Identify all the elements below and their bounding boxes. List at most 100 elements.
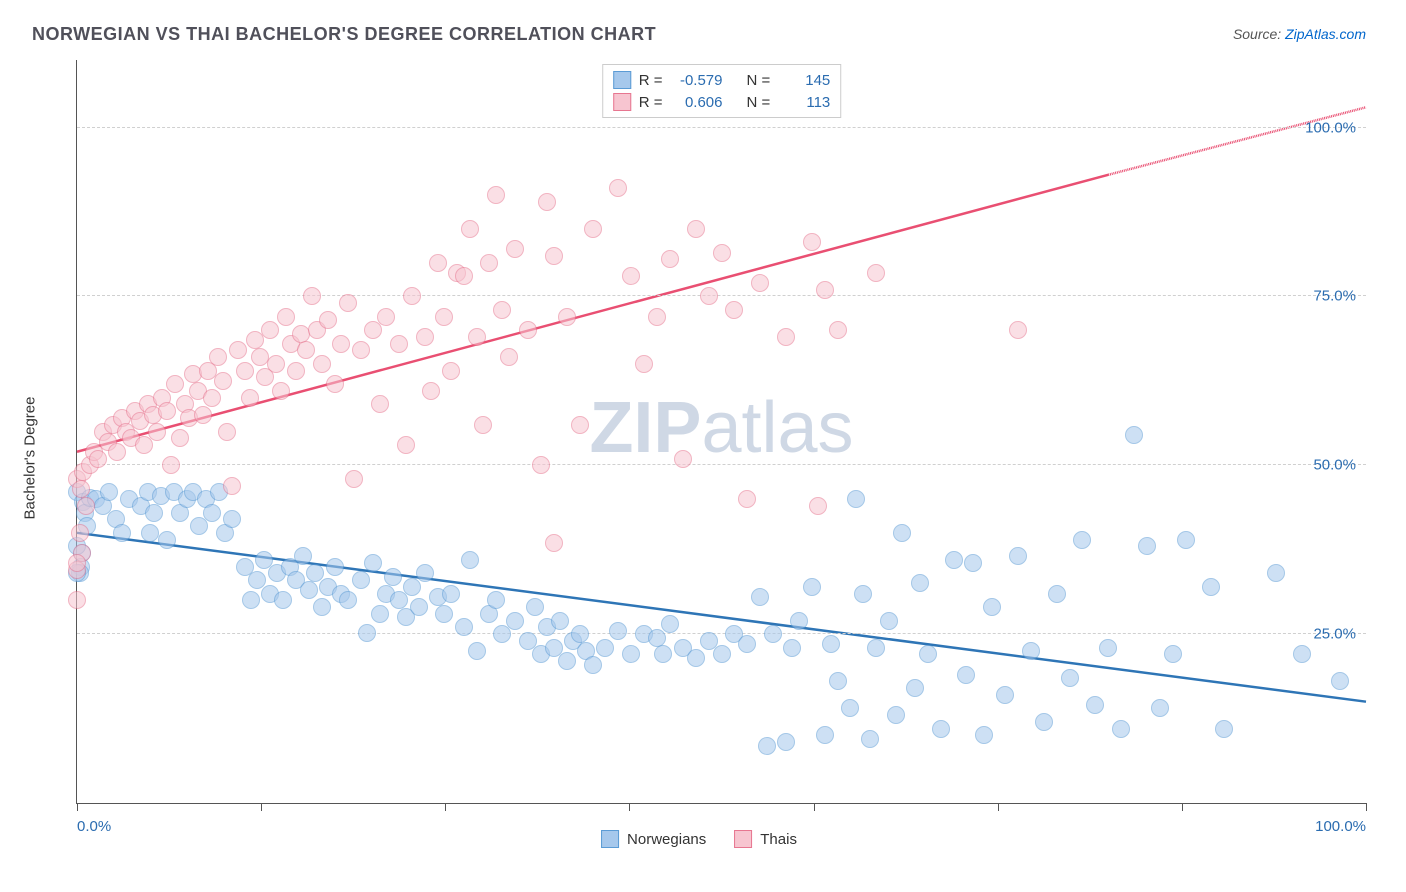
scatter-point-thais (538, 193, 556, 211)
source-credit: Source: ZipAtlas.com (1233, 26, 1366, 42)
scatter-point-norwegians (1164, 645, 1182, 663)
legend-label: Thais (760, 831, 797, 848)
scatter-point-norwegians (983, 598, 1001, 616)
scatter-point-thais (442, 362, 460, 380)
stats-legend: R =-0.579N =145R =0.606N =113 (602, 64, 842, 118)
trend-line (77, 175, 1108, 452)
scatter-point-thais (364, 321, 382, 339)
stat-n-label: N = (747, 72, 771, 89)
scatter-point-norwegians (326, 558, 344, 576)
source-prefix: Source: (1233, 26, 1285, 42)
x-tick (998, 803, 999, 811)
swatch-icon (601, 830, 619, 848)
scatter-point-thais (545, 534, 563, 552)
scatter-point-thais (558, 308, 576, 326)
scatter-point-norwegians (911, 574, 929, 592)
scatter-point-thais (1009, 321, 1027, 339)
scatter-point-thais (687, 220, 705, 238)
swatch-icon (734, 830, 752, 848)
scatter-point-thais (422, 382, 440, 400)
scatter-point-thais (571, 416, 589, 434)
scatter-point-norwegians (1022, 642, 1040, 660)
scatter-point-thais (377, 308, 395, 326)
scatter-point-thais (236, 362, 254, 380)
scatter-point-thais (635, 355, 653, 373)
x-tick-label-end: 100.0% (1315, 818, 1366, 835)
scatter-point-norwegians (854, 585, 872, 603)
scatter-point-thais (661, 250, 679, 268)
scatter-point-thais (674, 450, 692, 468)
scatter-point-norwegians (551, 612, 569, 630)
series-legend: Norwegians Thais (601, 830, 797, 848)
stat-n-value: 113 (778, 94, 830, 111)
scatter-point-thais (148, 423, 166, 441)
gridline (77, 633, 1366, 634)
scatter-point-thais (500, 348, 518, 366)
scatter-point-norwegians (841, 699, 859, 717)
legend-item-thais: Thais (734, 830, 797, 848)
x-tick-label-start: 0.0% (77, 818, 111, 835)
x-tick (814, 803, 815, 811)
scatter-point-thais (272, 382, 290, 400)
x-tick (261, 803, 262, 811)
scatter-point-norwegians (957, 666, 975, 684)
scatter-point-norwegians (493, 625, 511, 643)
y-tick-label: 25.0% (1313, 626, 1356, 643)
scatter-point-norwegians (1086, 696, 1104, 714)
scatter-point-thais (171, 429, 189, 447)
scatter-point-norwegians (996, 686, 1014, 704)
scatter-point-norwegians (893, 524, 911, 542)
scatter-point-thais (829, 321, 847, 339)
scatter-point-norwegians (1138, 537, 1156, 555)
scatter-point-thais (371, 395, 389, 413)
scatter-point-thais (68, 591, 86, 609)
scatter-point-thais (700, 287, 718, 305)
scatter-point-norwegians (661, 615, 679, 633)
source-link[interactable]: ZipAtlas.com (1285, 26, 1366, 42)
scatter-point-thais (108, 443, 126, 461)
page: NORWEGIAN VS THAI BACHELOR'S DEGREE CORR… (0, 0, 1406, 892)
scatter-point-thais (77, 497, 95, 515)
scatter-point-norwegians (758, 737, 776, 755)
scatter-point-thais (158, 402, 176, 420)
scatter-point-norwegians (410, 598, 428, 616)
stats-row-norwegians: R =-0.579N =145 (613, 69, 831, 91)
scatter-point-norwegians (384, 568, 402, 586)
scatter-point-norwegians (764, 625, 782, 643)
scatter-point-thais (229, 341, 247, 359)
chart-title: NORWEGIAN VS THAI BACHELOR'S DEGREE CORR… (32, 24, 656, 45)
y-tick-label: 75.0% (1313, 288, 1356, 305)
scatter-point-norwegians (1293, 645, 1311, 663)
y-tick-label: 50.0% (1313, 457, 1356, 474)
legend-label: Norwegians (627, 831, 706, 848)
scatter-point-norwegians (596, 639, 614, 657)
scatter-point-norwegians (687, 649, 705, 667)
scatter-point-norwegians (203, 504, 221, 522)
scatter-point-thais (267, 355, 285, 373)
scatter-point-thais (725, 301, 743, 319)
scatter-point-norwegians (403, 578, 421, 596)
stat-n-value: 145 (778, 72, 830, 89)
x-tick (77, 803, 78, 811)
scatter-point-norwegians (487, 591, 505, 609)
trend-line (1108, 107, 1366, 175)
scatter-point-thais (72, 480, 90, 498)
scatter-point-norwegians (1035, 713, 1053, 731)
scatter-point-norwegians (352, 571, 370, 589)
scatter-point-norwegians (506, 612, 524, 630)
scatter-point-thais (738, 490, 756, 508)
scatter-point-norwegians (100, 483, 118, 501)
scatter-point-norwegians (880, 612, 898, 630)
scatter-point-norwegians (455, 618, 473, 636)
scatter-point-norwegians (738, 635, 756, 653)
scatter-point-norwegians (861, 730, 879, 748)
scatter-point-thais (303, 287, 321, 305)
watermark-atlas: atlas (701, 387, 853, 467)
scatter-point-thais (277, 308, 295, 326)
scatter-point-norwegians (609, 622, 627, 640)
scatter-point-norwegians (816, 726, 834, 744)
x-tick (1366, 803, 1367, 811)
scatter-point-thais (345, 470, 363, 488)
scatter-point-thais (209, 348, 227, 366)
scatter-point-thais (474, 416, 492, 434)
